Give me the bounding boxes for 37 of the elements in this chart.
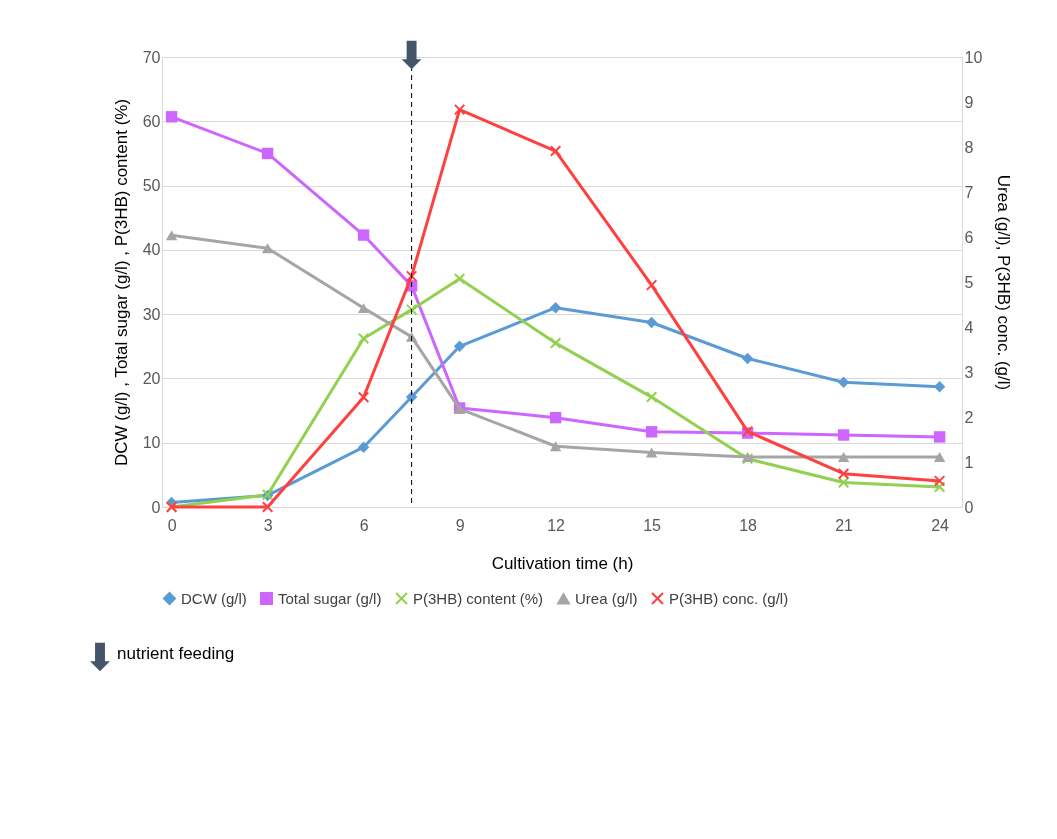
y2-tick-label: 5 bbox=[964, 273, 974, 291]
y2-tick-label: 10 bbox=[964, 48, 983, 66]
y2-tick-label: 9 bbox=[964, 93, 974, 111]
y2-tick-label: 3 bbox=[964, 363, 974, 381]
y-tick-label: 20 bbox=[142, 369, 161, 387]
legend-label: Total sugar (g/l) bbox=[278, 589, 382, 607]
y-tick-label: 60 bbox=[142, 112, 161, 130]
y2-tick-label: 7 bbox=[964, 183, 974, 201]
x-tick-label: 12 bbox=[547, 516, 566, 534]
y-tick-label: 0 bbox=[151, 498, 161, 516]
y-tick-label: 30 bbox=[142, 305, 161, 323]
x-tick-label: 3 bbox=[263, 516, 273, 534]
y2-tick-label: 1 bbox=[964, 453, 974, 471]
x-tick-label: 6 bbox=[359, 516, 369, 534]
x-tick-label: 18 bbox=[739, 516, 758, 534]
legend-label: DCW (g/l) bbox=[181, 589, 247, 607]
x-tick-label: 24 bbox=[931, 516, 950, 534]
legend-label: P(3HB) content (%) bbox=[413, 589, 544, 607]
y-tick-label: 50 bbox=[142, 177, 161, 195]
y-tick-label: 10 bbox=[142, 434, 161, 452]
legend-label: Urea (g/l) bbox=[575, 589, 638, 607]
y-tick-label: 70 bbox=[142, 48, 161, 66]
x-tick-label: 0 bbox=[167, 516, 177, 534]
y2-tick-label: 0 bbox=[964, 498, 974, 516]
y2-tick-label: 6 bbox=[964, 228, 974, 246]
y2-tick-label: 2 bbox=[964, 408, 974, 426]
y2-axis-title: Urea (g/l), P(3HB) conc. (g/l) bbox=[994, 174, 1014, 391]
x-tick-label: 9 bbox=[455, 516, 465, 534]
y2-tick-label: 4 bbox=[964, 318, 974, 336]
y-axis-title: DCW (g/l) , Total sugar (g/l) , P(3HB) content (%) bbox=[111, 98, 131, 467]
x-tick-label: 21 bbox=[835, 516, 854, 534]
text: nutrient feeding bbox=[117, 644, 235, 663]
y2-tick-label: 8 bbox=[964, 138, 974, 156]
legend-label: P(3HB) conc. (g/l) bbox=[669, 589, 789, 607]
x-axis-title: Cultivation time (h) bbox=[491, 553, 634, 573]
x-tick-label: 15 bbox=[643, 516, 662, 534]
y-tick-label: 40 bbox=[142, 241, 161, 259]
